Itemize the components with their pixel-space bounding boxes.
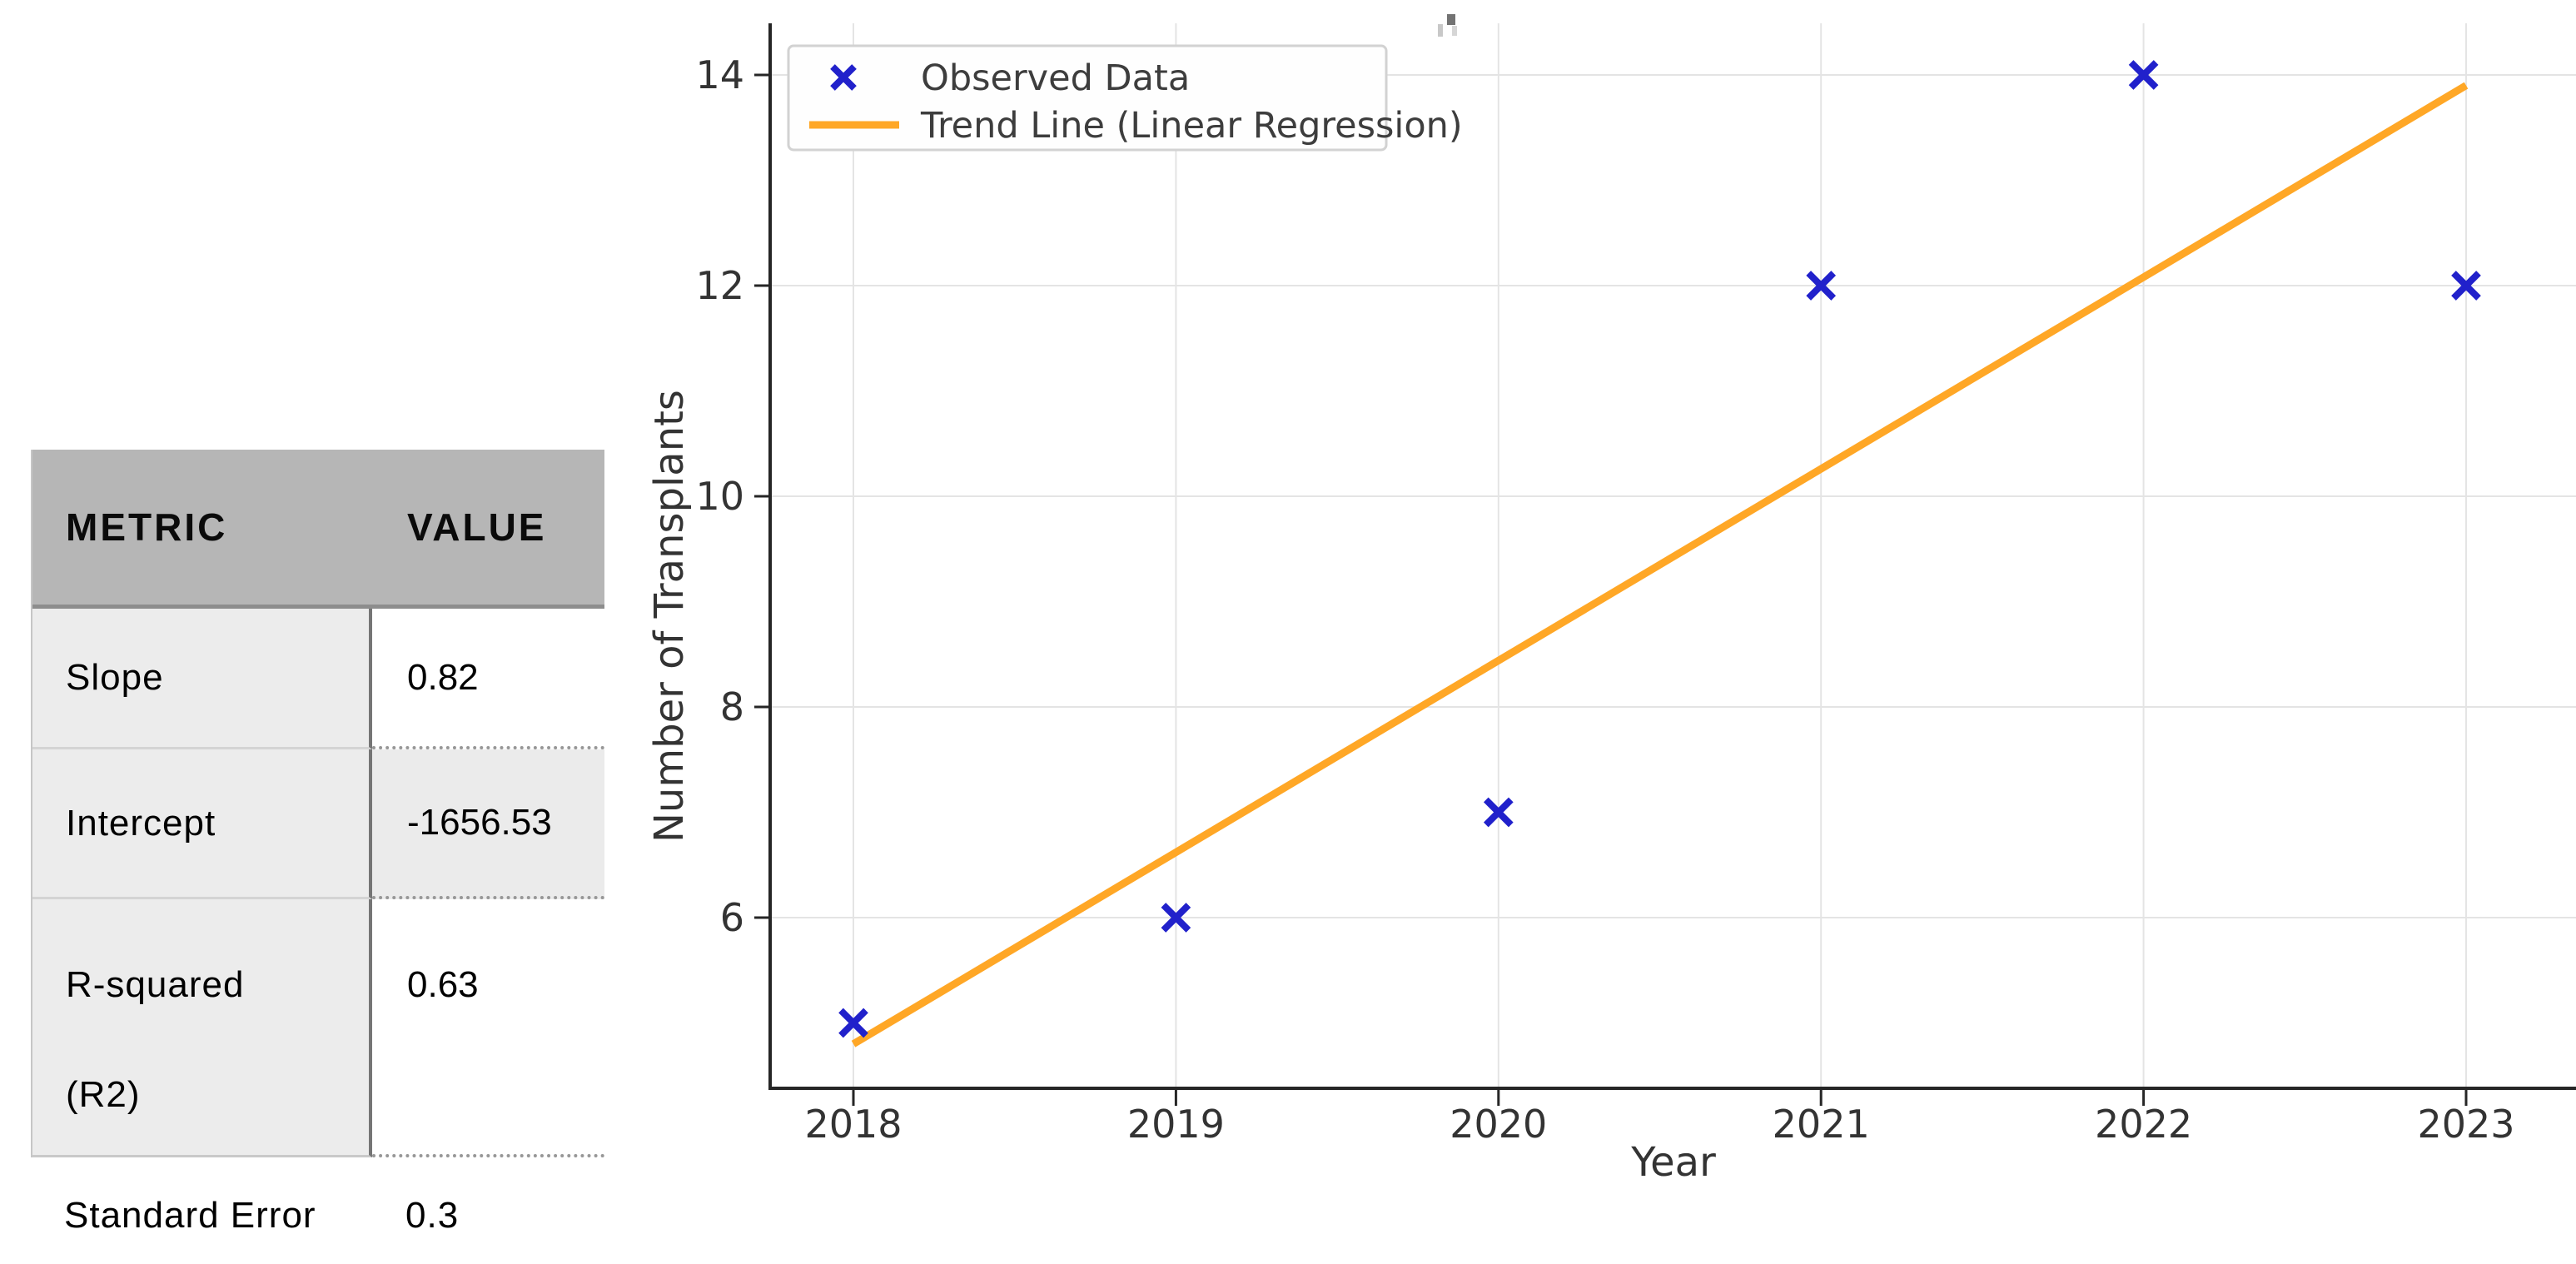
y-tick-label: 14 — [695, 52, 744, 97]
scatter-point-2020 — [1483, 797, 1514, 828]
x-tick-label: 2022 — [2095, 1102, 2192, 1147]
header-divider — [32, 605, 604, 609]
metric-cell-slope: Slope — [32, 609, 372, 749]
table-header-row: METRIC VALUE — [32, 450, 604, 605]
column-header-value: VALUE — [407, 505, 547, 549]
table-row: Slope 0.82 — [32, 609, 604, 749]
value-cell-r-squared: 0.63 — [372, 899, 604, 1157]
scatter-point-2019 — [1161, 903, 1191, 933]
legend-box — [787, 44, 1388, 152]
metric-cell-standard-error: Standard Error — [64, 1195, 316, 1236]
legend-marker-x-icon — [830, 64, 857, 91]
scatter-point-2022 — [2128, 60, 2159, 90]
column-header-metric: METRIC — [66, 505, 228, 549]
value-cell-intercept: -1656.53 — [372, 749, 604, 899]
x-tick-label: 2019 — [1127, 1102, 1225, 1147]
table-row: Intercept -1656.53 — [32, 749, 604, 899]
regression-metrics-table: METRIC VALUE Slope 0.82 Intercept -1656.… — [31, 450, 604, 1157]
metric-cell-intercept: Intercept — [32, 749, 372, 899]
y-tick-label: 8 — [720, 684, 744, 729]
y-tick-label: 6 — [720, 895, 744, 940]
x-tick-label: 2021 — [1773, 1102, 1870, 1147]
data-layer — [838, 60, 2481, 1048]
trend-line — [851, 82, 2469, 1048]
x-tick-label: 2023 — [2417, 1102, 2514, 1147]
legend: Observed Data Trend Line (Linear Regress… — [787, 44, 1463, 152]
artifact-speck — [1438, 14, 1457, 37]
metric-cell-r-squared: R-squared (R2) — [32, 899, 372, 1157]
value-cell-slope: 0.82 — [372, 609, 604, 749]
legend-entry-observed-data: Observed Data — [921, 57, 1190, 99]
y-axis-label: Number of Transplants — [646, 390, 693, 843]
y-tick-label: 12 — [695, 263, 744, 308]
table-row: R-squared (R2) 0.63 — [32, 899, 604, 1157]
x-tick-label: 2020 — [1450, 1102, 1547, 1147]
legend-entry-trend-line: Trend Line (Linear Regression) — [920, 105, 1463, 147]
y-tick-label: 10 — [695, 474, 744, 519]
scatter-point-2021 — [1806, 271, 1837, 301]
scatter-point-2018 — [838, 1008, 868, 1038]
x-tick-label: 2018 — [804, 1102, 902, 1147]
scatter-point-2023 — [2451, 271, 2481, 301]
tick-layer: 6 8 10 12 14 2018 2019 2020 2021 2022 2023 — [695, 52, 2514, 1147]
value-cell-standard-error: 0.3 — [405, 1195, 460, 1236]
x-axis-label: Year — [1630, 1139, 1716, 1186]
